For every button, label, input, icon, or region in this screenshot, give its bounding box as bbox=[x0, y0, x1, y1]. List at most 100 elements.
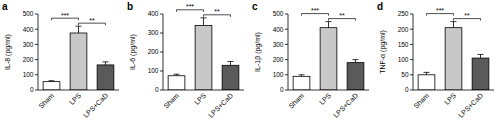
bars bbox=[293, 22, 364, 90]
y-tick bbox=[35, 59, 38, 60]
y-axis bbox=[413, 14, 414, 90]
y-tick-label: 150 bbox=[398, 41, 409, 48]
y-axis bbox=[38, 14, 39, 90]
y-tick-label: 200 bbox=[273, 56, 284, 63]
x-tick-label: LPS bbox=[443, 92, 458, 107]
error-bar bbox=[478, 54, 484, 58]
x-tick-label: Sham bbox=[162, 92, 180, 110]
panel: dTNF-α (pg/ml)050100150200250ShamLPSLPS+… bbox=[377, 1, 494, 119]
error-bar bbox=[174, 74, 180, 76]
y-tick bbox=[35, 29, 38, 30]
y-tick bbox=[285, 44, 288, 45]
error-bar bbox=[76, 26, 82, 33]
significance-label: ** bbox=[464, 12, 470, 19]
error-bar bbox=[299, 75, 305, 77]
significance-label: *** bbox=[311, 7, 319, 14]
y-tick-label: 200 bbox=[23, 56, 34, 63]
y-tick-label: 100 bbox=[398, 56, 409, 63]
x-tick-label: Sham bbox=[412, 92, 430, 110]
y-tick bbox=[35, 44, 38, 45]
panel: aIL-8 (pg/ml)0100200300400500ShamLPSLPS+… bbox=[2, 1, 119, 119]
significance-bracket: ** bbox=[79, 17, 106, 26]
significance-bracket: *** bbox=[427, 7, 454, 16]
bar bbox=[472, 58, 489, 90]
y-tick-label: 0 bbox=[405, 86, 409, 93]
error-bar bbox=[451, 22, 457, 28]
y-tick-label: 0 bbox=[30, 86, 34, 93]
bar bbox=[320, 28, 337, 90]
panel: bIL-6 (pg/ml)0100200300400ShamLPSLPS+CaD… bbox=[127, 1, 244, 119]
panel-label: a bbox=[2, 1, 8, 12]
y-tick-label: 200 bbox=[398, 26, 409, 33]
significance-label: ** bbox=[339, 12, 345, 19]
error-bar bbox=[201, 18, 207, 26]
significance-label: *** bbox=[436, 7, 444, 14]
y-tick bbox=[410, 44, 413, 45]
error-bar bbox=[103, 62, 109, 65]
y-tick-label: 500 bbox=[273, 10, 284, 17]
x-axis bbox=[38, 90, 119, 91]
significance-label: *** bbox=[186, 3, 194, 10]
bars bbox=[418, 22, 489, 90]
y-tick-label: 400 bbox=[148, 10, 159, 17]
error-bar bbox=[228, 62, 234, 66]
significance-bracket: ** bbox=[204, 8, 231, 16]
significance-bracket: *** bbox=[177, 3, 204, 12]
y-tick-label: 250 bbox=[398, 10, 409, 17]
y-axis-label: IL-1β (pg/ml) bbox=[254, 32, 262, 72]
significance-label: *** bbox=[61, 12, 69, 19]
bar bbox=[222, 65, 239, 90]
y-tick bbox=[285, 14, 288, 15]
significance-bracket: ** bbox=[454, 12, 481, 21]
error-bar bbox=[353, 60, 359, 63]
y-tick bbox=[410, 14, 413, 15]
y-tick bbox=[285, 90, 288, 91]
bars bbox=[168, 18, 239, 90]
x-tick-label: LPS+CaD bbox=[82, 92, 109, 119]
y-tick-label: 50 bbox=[401, 71, 409, 78]
y-tick bbox=[410, 74, 413, 75]
y-tick bbox=[410, 90, 413, 91]
y-tick bbox=[160, 52, 163, 53]
x-axis bbox=[163, 90, 244, 91]
bar bbox=[347, 63, 364, 90]
y-tick bbox=[160, 71, 163, 72]
y-tick bbox=[35, 74, 38, 75]
x-axis bbox=[288, 90, 369, 91]
y-axis bbox=[288, 14, 289, 90]
x-axis bbox=[413, 90, 494, 91]
y-tick bbox=[35, 14, 38, 15]
y-tick-label: 300 bbox=[148, 29, 159, 36]
significance-bracket: *** bbox=[302, 7, 329, 16]
bar bbox=[195, 25, 212, 90]
panel-label: d bbox=[377, 1, 383, 12]
y-tick bbox=[160, 90, 163, 91]
bar bbox=[445, 28, 462, 90]
significance-label: ** bbox=[214, 8, 220, 15]
y-tick bbox=[35, 90, 38, 91]
y-tick-label: 100 bbox=[273, 71, 284, 78]
x-tick-label: Sham bbox=[287, 92, 305, 110]
y-axis bbox=[163, 14, 164, 90]
y-tick bbox=[410, 59, 413, 60]
panel-label: b bbox=[127, 1, 133, 12]
significance-bracket: *** bbox=[52, 12, 79, 21]
y-tick bbox=[285, 29, 288, 30]
y-tick-label: 0 bbox=[280, 86, 284, 93]
x-tick-label: LPS bbox=[193, 92, 208, 107]
y-tick bbox=[160, 33, 163, 34]
x-tick-label: LPS+CaD bbox=[332, 92, 359, 119]
panel: cIL-1β (pg/ml)0100200300400500ShamLPSLPS… bbox=[252, 1, 369, 119]
bar bbox=[43, 82, 60, 90]
y-tick bbox=[410, 29, 413, 30]
bar bbox=[97, 65, 114, 90]
y-tick-label: 400 bbox=[273, 26, 284, 33]
y-tick-label: 500 bbox=[23, 10, 34, 17]
y-tick-label: 300 bbox=[273, 41, 284, 48]
error-bar bbox=[49, 80, 55, 82]
significance-label: ** bbox=[89, 17, 95, 24]
y-tick bbox=[285, 59, 288, 60]
y-axis-label: IL-8 (pg/ml) bbox=[4, 34, 12, 70]
bars bbox=[43, 26, 114, 90]
figure: aIL-8 (pg/ml)0100200300400500ShamLPSLPS+… bbox=[0, 0, 500, 133]
